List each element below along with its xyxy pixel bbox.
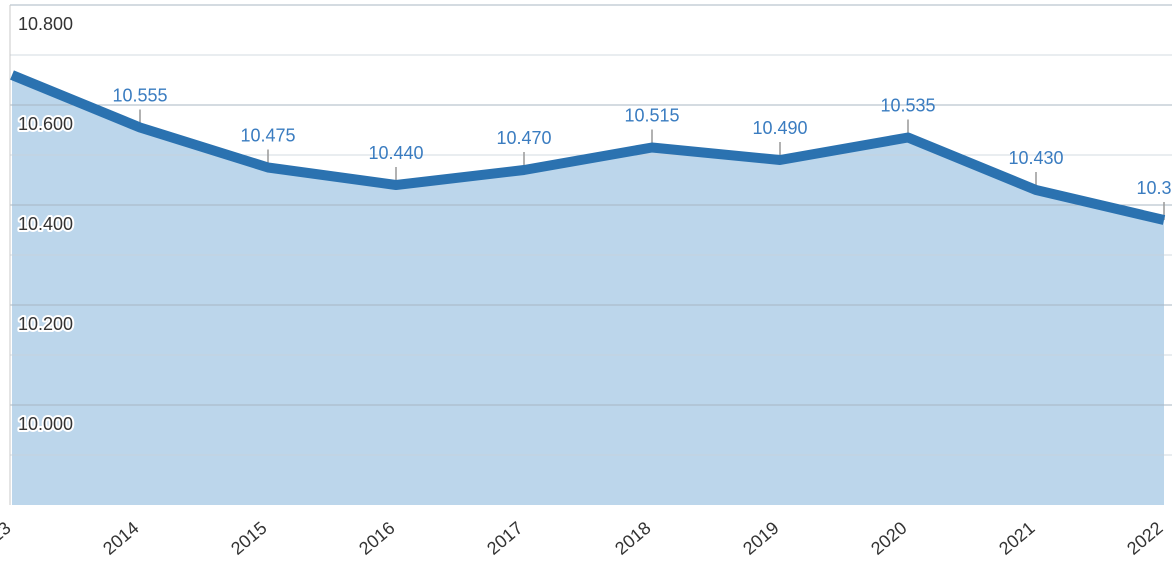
y-tick-label: 10.200 [18,314,73,334]
area-fill [12,75,1164,505]
y-tick-label: 10.800 [18,14,73,34]
y-tick-label: 10.400 [18,214,73,234]
x-tick-label: 2014 [99,518,143,559]
x-tick-label: 2021 [995,518,1039,559]
value-label: 10.535 [880,96,935,116]
x-tick-label: 2019 [739,518,783,559]
value-label: 10.370 [1136,178,1172,198]
x-tick-label: 2020 [867,518,911,559]
y-tick-label: 10.600 [18,114,73,134]
value-label: 10.555 [112,86,167,106]
x-tick-label: 2016 [355,518,399,559]
x-tick-label: 2017 [483,518,527,559]
value-label: 10.470 [496,128,551,148]
line [10,70,1166,225]
y-tick-label: 10.000 [18,414,73,434]
value-label: 10.440 [368,143,423,163]
value-label: 10.490 [752,118,807,138]
value-label: 10.430 [1008,148,1063,168]
value-label: 10.515 [624,106,679,126]
value-label: 10.475 [240,126,295,146]
x-tick-label: 2018 [611,518,655,559]
x-tick-label: 2013 [0,518,15,559]
x-tick-label: 2015 [227,518,271,559]
x-tick-label: 2022 [1123,518,1167,559]
